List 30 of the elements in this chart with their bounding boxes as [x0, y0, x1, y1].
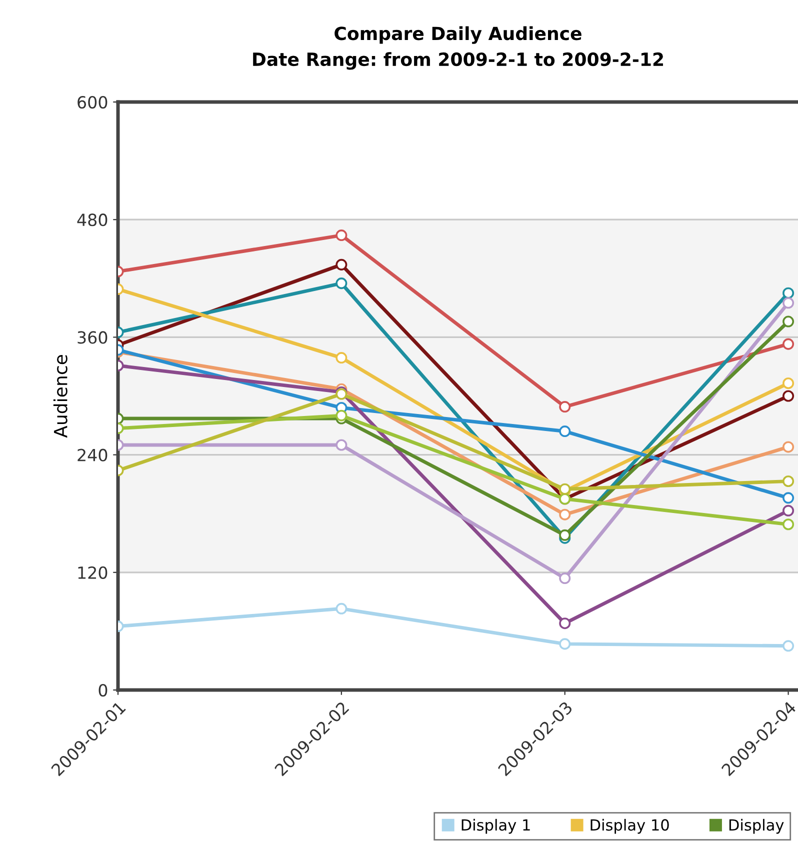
y-tick-label: 240	[78, 448, 108, 462]
point	[559, 572, 571, 584]
point	[782, 316, 794, 328]
point	[782, 492, 794, 504]
point	[782, 475, 794, 488]
point	[559, 426, 571, 438]
legend-label: Display 1	[462, 818, 530, 834]
point	[782, 377, 794, 390]
point	[782, 518, 794, 530]
point	[782, 287, 794, 299]
point	[559, 618, 571, 630]
y-tick-label: 120	[78, 566, 108, 579]
point	[782, 640, 794, 652]
point	[559, 401, 571, 413]
point	[559, 508, 571, 520]
y-tick-label: 480	[77, 214, 108, 226]
point	[782, 338, 794, 350]
chart-title: Compare Daily Audience Date Range: from 2009-2-1 to 2009-2-12	[253, 26, 663, 70]
point	[782, 504, 794, 516]
point	[782, 390, 794, 402]
point	[559, 529, 571, 541]
y-tick-label: 0	[98, 684, 108, 697]
y-tick-label: 600	[78, 96, 108, 109]
legend-label: Display	[729, 818, 784, 834]
legend-label: Display 10	[590, 818, 669, 834]
point	[559, 638, 571, 650]
y-tick-label: 360	[78, 331, 108, 344]
y-axis-title: Audience	[53, 355, 68, 438]
point	[782, 297, 794, 309]
point	[782, 441, 794, 453]
